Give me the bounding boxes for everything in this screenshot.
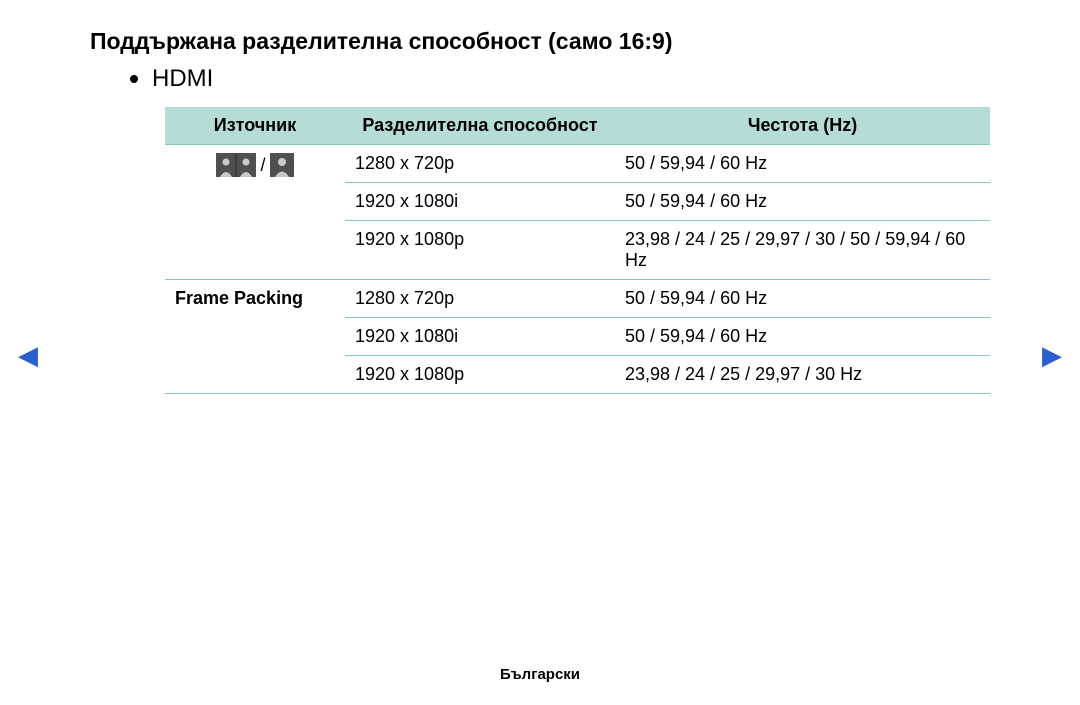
section-bullet: HDMI (130, 65, 1020, 93)
resolution-cell: 1920 x 1080i (345, 183, 615, 221)
frequency-cell: 50 / 59,94 / 60 Hz (615, 280, 990, 318)
frequency-cell: 50 / 59,94 / 60 Hz (615, 145, 990, 183)
resolution-cell: 1920 x 1080i (345, 318, 615, 356)
top-bottom-icon (270, 153, 294, 177)
frequency-cell: 50 / 59,94 / 60 Hz (615, 183, 990, 221)
header-frequency: Честота (Hz) (615, 107, 990, 145)
bullet-dot-icon (130, 75, 138, 83)
icon-separator: / (260, 155, 265, 176)
prev-page-button[interactable]: ◀ (18, 340, 38, 371)
source-cell: Frame Packing (165, 280, 345, 394)
frequency-cell: 50 / 59,94 / 60 Hz (615, 318, 990, 356)
table-row: Frame Packing1280 x 720p50 / 59,94 / 60 … (165, 280, 990, 318)
frequency-cell: 23,98 / 24 / 25 / 29,97 / 30 Hz (615, 356, 990, 394)
resolution-cell: 1920 x 1080p (345, 356, 615, 394)
resolution-cell: 1920 x 1080p (345, 221, 615, 280)
frequency-cell: 23,98 / 24 / 25 / 29,97 / 30 / 50 / 59,9… (615, 221, 990, 280)
page-title: Поддържана разделителна способност (само… (90, 28, 1020, 55)
next-page-button[interactable]: ▶ (1042, 340, 1062, 371)
resolution-cell: 1280 x 720p (345, 280, 615, 318)
table-row: / 1280 x 720p50 / 59,94 / 60 Hz (165, 145, 990, 183)
side-by-side-icon (216, 153, 256, 177)
source-cell-icons: / (165, 145, 345, 280)
language-footer: Български (0, 666, 1080, 683)
resolution-table: Източник Разделителна способност Честота… (165, 107, 990, 394)
header-source: Източник (165, 107, 345, 145)
header-resolution: Разделителна способност (345, 107, 615, 145)
section-bullet-label: HDMI (152, 65, 213, 93)
resolution-cell: 1280 x 720p (345, 145, 615, 183)
